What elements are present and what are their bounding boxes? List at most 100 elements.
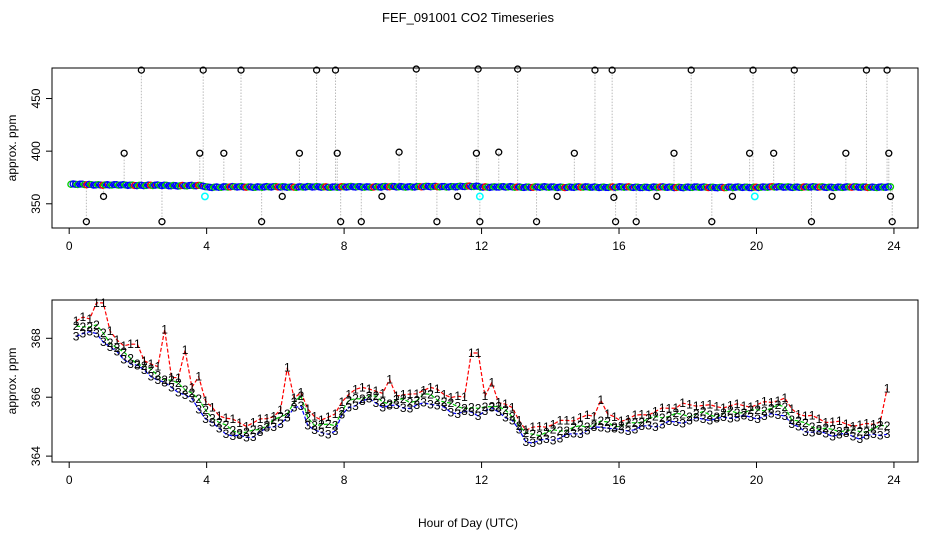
bottom-marker-3: 3: [291, 401, 298, 415]
bottom-marker-3: 3: [434, 398, 441, 412]
top-baseline-point: [884, 183, 892, 191]
bottom-marker-3: 3: [407, 402, 414, 416]
bottom-marker-2: 2: [843, 424, 850, 438]
bottom-marker-1: 1: [461, 390, 468, 404]
bottom-marker-2: 2: [611, 420, 618, 434]
top-baseline-point: [547, 183, 555, 191]
bottom-marker-3: 3: [127, 357, 134, 371]
bottom-marker-2: 2: [781, 400, 788, 414]
bottom-marker-1: 1: [304, 402, 311, 416]
bottom-marker-1: 1: [318, 413, 325, 427]
bottom-marker-3: 3: [393, 398, 400, 412]
top-x-tick-label: 24: [887, 239, 901, 253]
bottom-marker-1: 1: [652, 404, 659, 418]
bottom-marker-2: 2: [482, 400, 489, 414]
bottom-marker-1: 1: [298, 385, 305, 399]
top-outlier-point: [337, 218, 345, 226]
bottom-marker-1: 1: [434, 382, 441, 396]
bottom-marker-3: 3: [175, 386, 182, 400]
top-outlier-point: [158, 218, 166, 226]
bottom-marker-3: 3: [168, 380, 175, 394]
bottom-marker-3: 3: [482, 404, 489, 418]
bottom-marker-2: 2: [570, 420, 577, 434]
bottom-marker-1: 1: [73, 314, 80, 328]
bottom-marker-2: 2: [632, 416, 639, 430]
bottom-marker-3: 3: [270, 420, 277, 434]
bottom-marker-2: 2: [80, 320, 87, 334]
bottom-marker-2: 2: [352, 392, 359, 406]
bottom-marker-2: 2: [713, 410, 720, 424]
top-baseline-point: [388, 182, 396, 191]
bottom-marker-1: 1: [359, 380, 366, 394]
bottom-marker-2: 2: [550, 423, 557, 437]
top-outlier-point: [220, 149, 228, 157]
bottom-marker-3: 3: [543, 432, 550, 446]
top-baseline-point: [779, 183, 788, 191]
bottom-marker-3: 3: [570, 427, 577, 441]
bottom-marker-1: 1: [707, 398, 714, 412]
top-x-tick-label: 0: [66, 239, 73, 253]
bottom-marker-1: 1: [795, 407, 802, 421]
top-outlier-point: [608, 66, 616, 74]
top-baseline-point: [492, 183, 501, 191]
bottom-marker-1: 1: [638, 408, 645, 422]
top-y-tick-label: 350: [29, 193, 43, 213]
bottom-marker-3: 3: [502, 411, 509, 425]
bottom-marker-1: 1: [502, 397, 509, 411]
bottom-marker-2: 2: [366, 389, 373, 403]
top-outlier-point: [632, 218, 640, 226]
bottom-marker-3: 3: [441, 400, 448, 414]
bottom-marker-2: 2: [114, 341, 121, 355]
bottom-marker-2: 2: [475, 401, 482, 415]
bottom-marker-1: 1: [114, 333, 121, 347]
bottom-marker-2: 2: [236, 426, 243, 440]
bottom-marker-2: 2: [536, 429, 543, 443]
top-baseline-point: [304, 182, 312, 191]
bottom-marker-1: 1: [243, 419, 250, 433]
bottom-marker-1: 1: [850, 419, 857, 433]
bottom-marker-2: 2: [318, 418, 325, 432]
bottom-marker-1: 1: [597, 393, 604, 407]
bottom-marker-3: 3: [802, 425, 809, 439]
bottom-marker-1: 1: [577, 411, 584, 425]
bottom-marker-2: 2: [284, 407, 291, 421]
top-baseline-point: [244, 183, 253, 191]
bottom-marker-3: 3: [884, 427, 891, 441]
bottom-marker-2: 2: [216, 415, 223, 429]
top-outlier-point: [453, 192, 462, 201]
bottom-marker-3: 3: [86, 325, 93, 339]
bottom-x-tick-label: 24: [887, 473, 901, 487]
bottom-marker-3: 3: [652, 420, 659, 434]
bottom-marker-2: 2: [127, 351, 134, 365]
bottom-marker-2: 2: [427, 387, 434, 401]
bottom-marker-2: 2: [679, 407, 686, 421]
bottom-marker-1: 1: [734, 397, 741, 411]
top-outlier-point: [331, 66, 340, 74]
bottom-marker-3: 3: [339, 408, 346, 422]
bottom-marker-1: 1: [291, 391, 298, 405]
bottom-marker-3: 3: [379, 400, 386, 414]
bottom-marker-3: 3: [189, 391, 196, 405]
bottom-marker-3: 3: [120, 353, 127, 367]
bottom-marker-3: 3: [468, 405, 475, 419]
bottom-marker-2: 2: [584, 420, 591, 434]
top-baseline-point: [442, 183, 451, 191]
bottom-marker-2: 2: [516, 419, 523, 433]
bottom-marker-2: 2: [659, 411, 666, 425]
bottom-marker-2: 2: [577, 419, 584, 433]
top-baseline-point: [354, 182, 362, 191]
bottom-marker-1: 1: [482, 389, 489, 403]
bottom-marker-3: 3: [516, 422, 523, 436]
bottom-marker-3: 3: [216, 421, 223, 435]
top-baseline-point: [750, 183, 758, 191]
top-baseline-point: [775, 182, 783, 191]
bottom-marker-1: 1: [686, 398, 693, 412]
bottom-marker-3: 3: [523, 435, 530, 449]
bottom-marker-1: 1: [747, 400, 754, 414]
bottom-marker-3: 3: [536, 433, 543, 447]
bottom-marker-3: 3: [311, 423, 318, 437]
bottom-marker-2: 2: [461, 402, 468, 416]
bottom-marker-3: 3: [591, 420, 598, 434]
bottom-marker-3: 3: [202, 412, 209, 426]
